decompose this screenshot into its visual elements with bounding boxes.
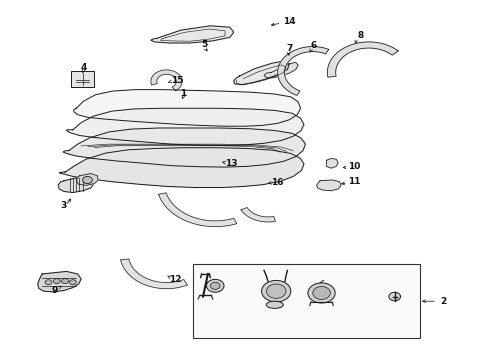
Polygon shape [121,259,187,289]
Circle shape [82,176,92,184]
Text: 1: 1 [180,89,186,98]
FancyBboxPatch shape [193,264,419,338]
Circle shape [261,280,290,302]
Polygon shape [59,148,304,188]
Polygon shape [58,176,94,193]
Polygon shape [158,193,236,226]
Circle shape [388,292,400,301]
Text: 11: 11 [347,177,360,186]
Circle shape [206,279,224,292]
Text: 16: 16 [271,178,284,187]
Polygon shape [151,26,233,43]
Circle shape [307,283,334,303]
Polygon shape [264,62,298,78]
Text: 3: 3 [60,201,66,210]
Polygon shape [74,90,300,126]
Polygon shape [63,128,305,167]
Polygon shape [151,70,182,91]
Circle shape [69,280,76,285]
Circle shape [210,282,220,289]
Text: 10: 10 [347,162,360,171]
Polygon shape [326,158,337,168]
Text: 13: 13 [224,159,237,168]
Polygon shape [76,174,98,185]
Text: 4: 4 [80,63,86,72]
Polygon shape [277,46,328,95]
FancyBboxPatch shape [71,71,94,87]
Circle shape [53,279,60,284]
Text: 5: 5 [201,40,207,49]
Polygon shape [38,271,81,292]
Text: 14: 14 [283,17,295,26]
Text: 12: 12 [169,275,181,284]
Text: 8: 8 [357,31,363,40]
Polygon shape [316,180,340,191]
Text: 6: 6 [310,41,316,50]
Polygon shape [327,42,397,77]
Text: 15: 15 [171,76,183,85]
Circle shape [312,287,330,300]
Polygon shape [66,108,304,145]
Text: 7: 7 [285,44,292,53]
Ellipse shape [265,301,283,309]
Circle shape [45,280,52,285]
Circle shape [61,279,68,284]
Polygon shape [241,207,275,222]
Text: 9: 9 [51,286,58,295]
Circle shape [266,284,285,298]
Text: 2: 2 [439,297,446,306]
Polygon shape [233,61,289,85]
